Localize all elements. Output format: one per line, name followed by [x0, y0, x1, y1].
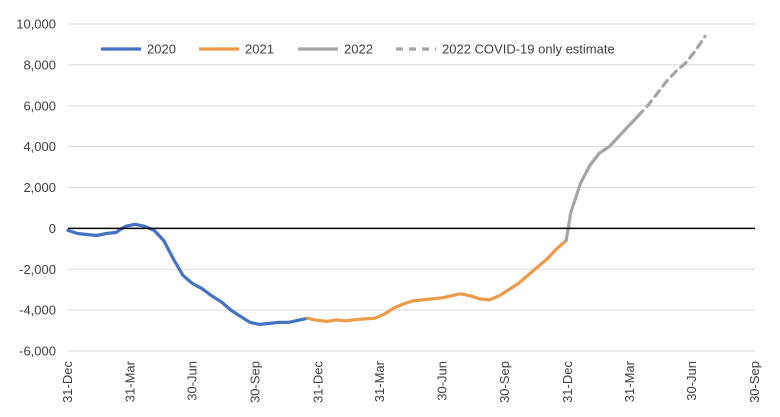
x-tick-label: 30-Sep [247, 361, 262, 403]
x-tick-label: 30-Sep [747, 361, 762, 403]
series-line-2020 [66, 222, 310, 326]
x-axis-tick-labels: 31-Dec 31-Mar 30-Jun 30-Sep 31-Dec 31-Mar 30-J… [60, 360, 762, 403]
legend-label: 2021 [245, 42, 274, 57]
legend-label: 2022 [344, 42, 373, 57]
series-layer [66, 34, 707, 326]
x-tick-label: 31-Dec [60, 361, 75, 403]
series-line-2022-covid-19-only-estimate [636, 34, 707, 118]
x-tick-label: 31-Mar [372, 360, 387, 402]
y-tick-label: 10,000 [16, 17, 56, 32]
y-tick-label: 0 [49, 221, 56, 236]
gridlines [68, 23, 755, 352]
y-tick-label: -4,000 [19, 303, 56, 318]
legend: 2020 2021 2022 2022 COVID-19 only estimate [101, 42, 615, 57]
x-tick-label: 30-Jun [684, 361, 699, 401]
x-tick-label: 31-Mar [622, 360, 637, 402]
x-tick-label: 30-Jun [185, 361, 200, 401]
y-tick-label: 6,000 [23, 98, 56, 113]
y-axis-tick-labels: -6,000 -4,000 -2,000 0 2,000 4,000 6,000 8,000 1… [16, 17, 56, 359]
series-line-2022 [564, 114, 640, 243]
legend-label: 2022 COVID-19 only estimate [442, 42, 615, 57]
y-tick-label: -6,000 [19, 344, 56, 359]
legend-label: 2020 [147, 42, 176, 57]
y-tick-label: 2,000 [23, 180, 56, 195]
y-tick-label: 8,000 [23, 57, 56, 72]
y-tick-label: -2,000 [19, 262, 56, 277]
y-tick-label: 4,000 [23, 139, 56, 154]
x-tick-label: 30-Jun [434, 361, 449, 401]
x-tick-label: 31-Dec [560, 361, 575, 403]
x-tick-label: 31-Dec [310, 361, 325, 403]
x-tick-label: 30-Sep [497, 361, 512, 403]
series-line-2021 [305, 239, 568, 323]
x-tick-label: 31-Mar [122, 360, 137, 402]
